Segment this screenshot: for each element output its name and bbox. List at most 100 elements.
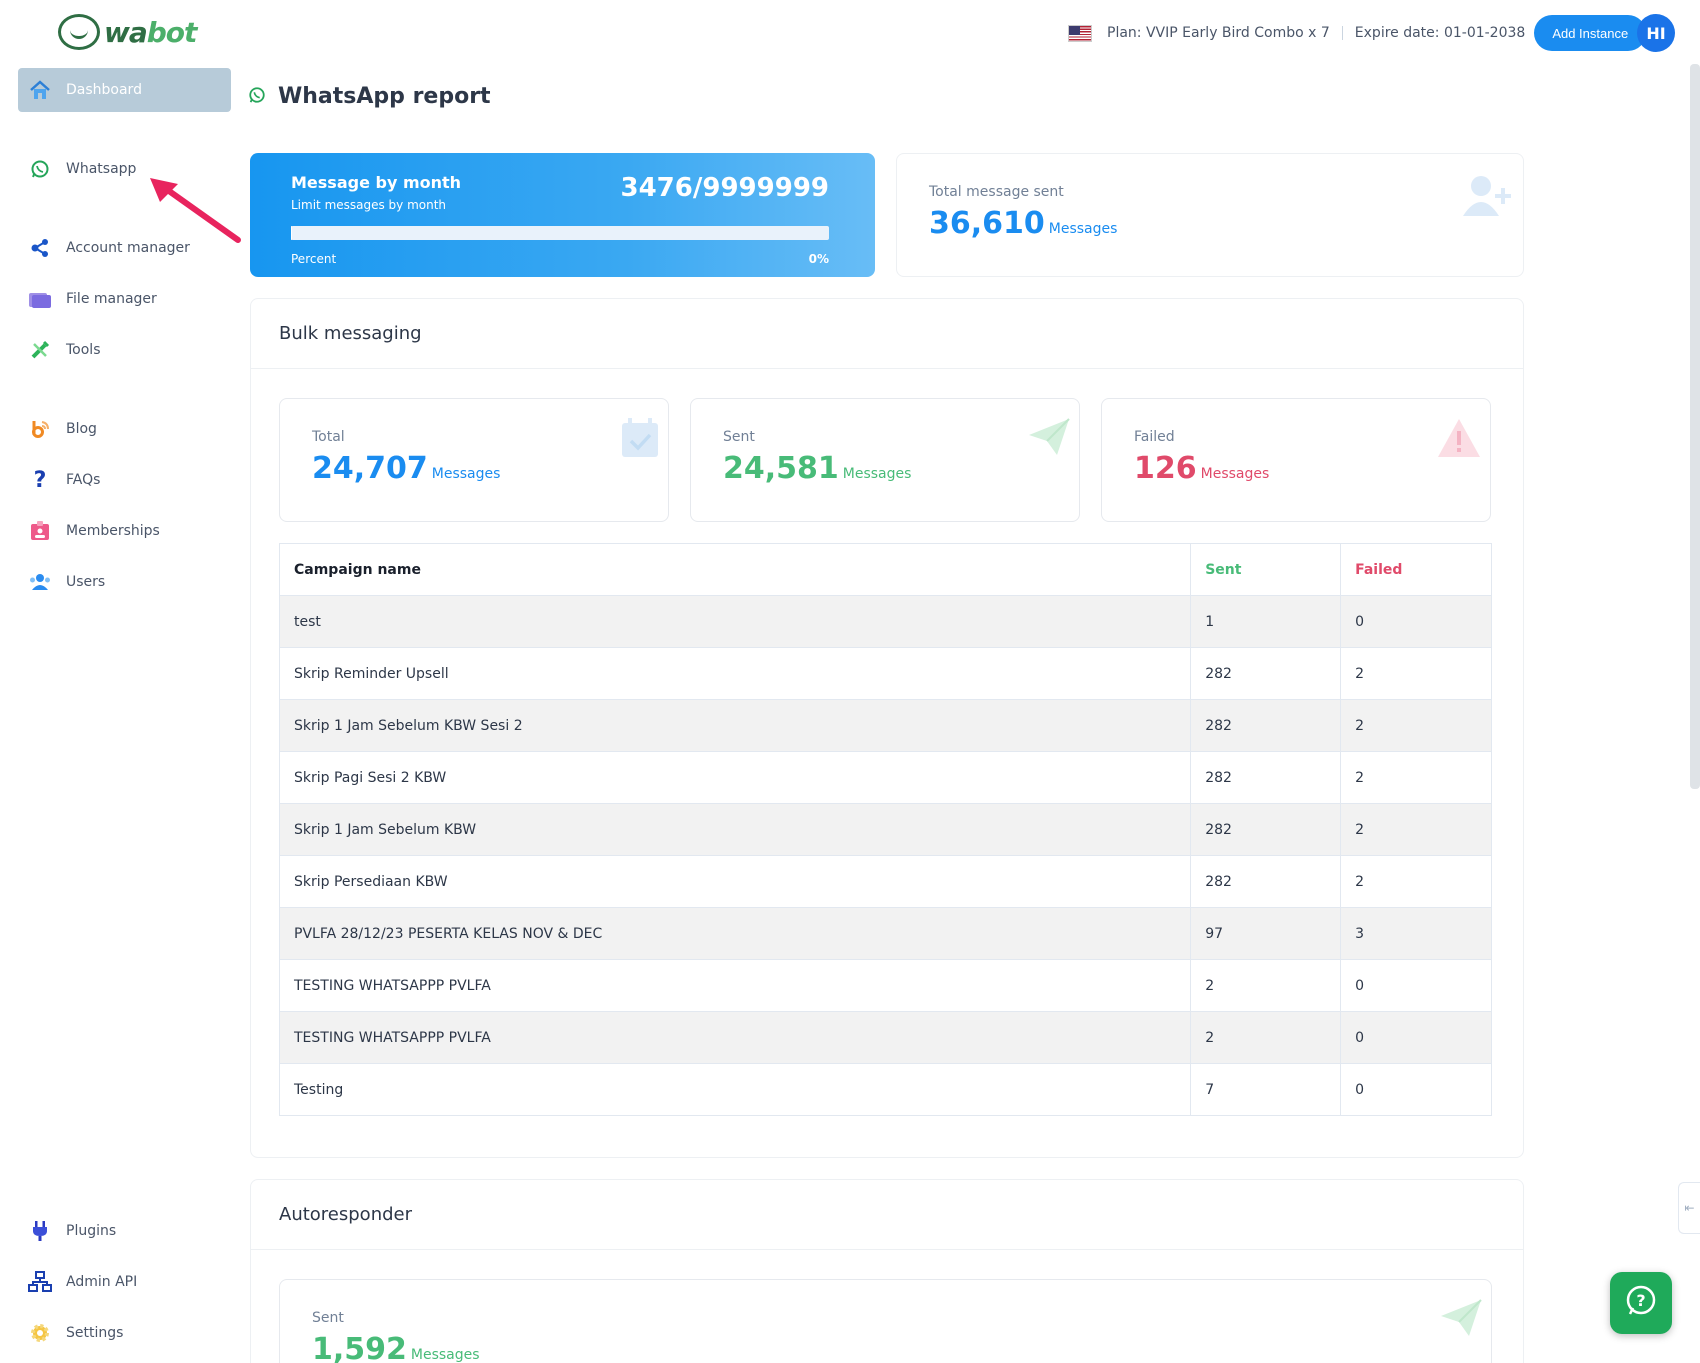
autoresponder-sent-card: Sent 1,592 Messages: [279, 1279, 1492, 1363]
sent-cell: 282: [1190, 803, 1342, 856]
tools-icon: [28, 338, 52, 362]
sidebar-item-whatsapp[interactable]: Whatsapp: [18, 147, 231, 191]
bulk-failed-card: Failed 126 Messages: [1101, 398, 1491, 522]
table-row: PVLFA 28/12/23 PESERTA KELAS NOV & DEC 9…: [278, 907, 1492, 960]
total-sent-unit: Messages: [1048, 221, 1118, 237]
col-campaign-name: Campaign name: [278, 543, 1192, 596]
sent-cell: 282: [1190, 647, 1342, 700]
sent-cell: 1: [1190, 595, 1342, 648]
campaign-name-cell: TESTING WHATSAPPP PVLFA: [278, 1011, 1192, 1064]
campaign-name-cell: Skrip Persediaan KBW: [278, 855, 1192, 908]
message-by-month-card: Message by month Limit messages by month…: [250, 153, 875, 277]
sent-cell: 282: [1190, 855, 1342, 908]
campaign-name-cell: TESTING WHATSAPPP PVLFA: [278, 959, 1192, 1012]
campaign-name-cell: Skrip 1 Jam Sebelum KBW: [278, 803, 1192, 856]
autoresponder-title: Autoresponder: [251, 1180, 1523, 1250]
sent-cell: 282: [1190, 751, 1342, 804]
avatar[interactable]: HI: [1637, 14, 1675, 52]
bulk-total-card: Total 24,707 Messages: [279, 398, 669, 522]
sidebar: wabot Dashboard Whatsapp Account manager…: [0, 0, 240, 1363]
gear-icon: [28, 1321, 52, 1345]
bulk-messaging-title: Bulk messaging: [251, 299, 1523, 369]
id-badge-icon: [28, 519, 52, 543]
campaign-table: Campaign name Sent Failed test 1 0 Skrip…: [278, 543, 1492, 1116]
question-icon: ?: [33, 467, 47, 493]
sent-cell: 282: [1190, 699, 1342, 752]
table-row: Skrip 1 Jam Sebelum KBW 282 2: [278, 803, 1492, 856]
wabot-logo[interactable]: wabot: [58, 14, 197, 50]
table-row: Skrip Reminder Upsell 282 2: [278, 647, 1492, 700]
sidebar-item-users[interactable]: Users: [18, 560, 231, 604]
bulk-failed-value-row: 126 Messages: [1134, 451, 1269, 486]
sidebar-item-tools[interactable]: Tools: [18, 328, 231, 372]
failed-cell: 0: [1340, 1063, 1492, 1116]
total-message-sent-card: Total message sent 36,610 Messages: [896, 153, 1524, 277]
bulk-sent-value: 24,581: [723, 451, 839, 486]
sidebar-item-label: Dashboard: [66, 82, 142, 98]
autoresponder-sent-value: 1,592: [312, 1332, 407, 1363]
page-title: WhatsApp report: [248, 84, 491, 109]
sent-cell: 7: [1190, 1063, 1342, 1116]
sidebar-item-admin-api[interactable]: Admin API: [18, 1260, 231, 1304]
campaign-name-cell: Testing: [278, 1063, 1192, 1116]
calendar-check-icon: [620, 417, 660, 463]
sidebar-item-blog[interactable]: Blog: [18, 407, 231, 451]
sidebar-item-label: File manager: [66, 291, 157, 307]
table-row: TESTING WHATSAPPP PVLFA 2 0: [278, 1011, 1492, 1064]
sidebar-item-settings[interactable]: Settings: [18, 1311, 231, 1355]
col-sent: Sent: [1190, 543, 1342, 596]
sitemap-icon: [28, 1270, 52, 1294]
share-nodes-icon: [28, 236, 52, 260]
warning-triangle-icon: [1436, 417, 1482, 463]
bulk-failed-value: 126: [1134, 451, 1197, 486]
logo-text-wa: wa: [104, 15, 148, 49]
help-chat-button[interactable]: ?: [1610, 1272, 1672, 1334]
campaign-name-cell: Skrip 1 Jam Sebelum KBW Sesi 2: [278, 699, 1192, 752]
bulk-failed-unit: Messages: [1200, 466, 1270, 482]
whatsapp-icon: [248, 86, 266, 108]
plug-icon: [28, 1219, 52, 1243]
failed-cell: 2: [1340, 699, 1492, 752]
month-progress-bar: [291, 226, 829, 240]
us-flag-icon[interactable]: [1068, 24, 1092, 42]
failed-cell: 0: [1340, 1011, 1492, 1064]
chat-bubble-logo-icon: [58, 14, 100, 50]
sidebar-item-faqs[interactable]: ? FAQs: [18, 458, 231, 502]
sidebar-item-label: Settings: [66, 1325, 124, 1341]
table-row: Skrip Persediaan KBW 282 2: [278, 855, 1492, 908]
sidebar-item-file-manager[interactable]: File manager: [18, 277, 231, 321]
sidebar-item-label: Users: [66, 574, 106, 590]
sidebar-item-label: Tools: [66, 342, 101, 358]
home-icon: [28, 78, 52, 102]
bulk-total-unit: Messages: [431, 466, 501, 482]
campaign-name-cell: test: [278, 595, 1192, 648]
table-header-row: Campaign name Sent Failed: [278, 543, 1492, 596]
sidebar-item-label: FAQs: [66, 472, 101, 488]
sidebar-item-memberships[interactable]: Memberships: [18, 509, 231, 553]
total-sent-value: 36,610: [929, 206, 1045, 241]
bulk-sent-label: Sent: [723, 429, 755, 445]
percent-value: 0%: [808, 252, 829, 266]
sidebar-item-account-manager[interactable]: Account manager: [18, 226, 231, 270]
page-title-text: WhatsApp report: [278, 84, 491, 109]
campaign-name-cell: Skrip Pagi Sesi 2 KBW: [278, 751, 1192, 804]
users-icon: [28, 570, 52, 594]
bulk-total-label: Total: [312, 429, 345, 445]
svg-text:?: ?: [1636, 1291, 1645, 1310]
plan-text: Plan: VVIP Early Bird Combo x 7: [1107, 25, 1330, 41]
side-panel-toggle[interactable]: ⇤: [1678, 1182, 1700, 1234]
sent-cell: 2: [1190, 959, 1342, 1012]
add-instance-button[interactable]: Add Instance: [1534, 15, 1647, 51]
sidebar-item-label: Plugins: [66, 1223, 117, 1239]
paper-plane-icon: [1439, 1298, 1483, 1342]
divider: [1341, 26, 1343, 40]
add-user-icon: [1461, 172, 1513, 222]
autoresponder-sent-unit: Messages: [410, 1347, 480, 1363]
collapse-icon: ⇤: [1684, 1201, 1695, 1215]
sidebar-item-dashboard[interactable]: Dashboard: [18, 68, 231, 112]
month-card-title: Message by month: [291, 173, 462, 192]
failed-cell: 0: [1340, 959, 1492, 1012]
sidebar-item-plugins[interactable]: Plugins: [18, 1209, 231, 1253]
bulk-sent-unit: Messages: [842, 466, 912, 482]
scrollbar-thumb[interactable]: [1690, 64, 1700, 789]
